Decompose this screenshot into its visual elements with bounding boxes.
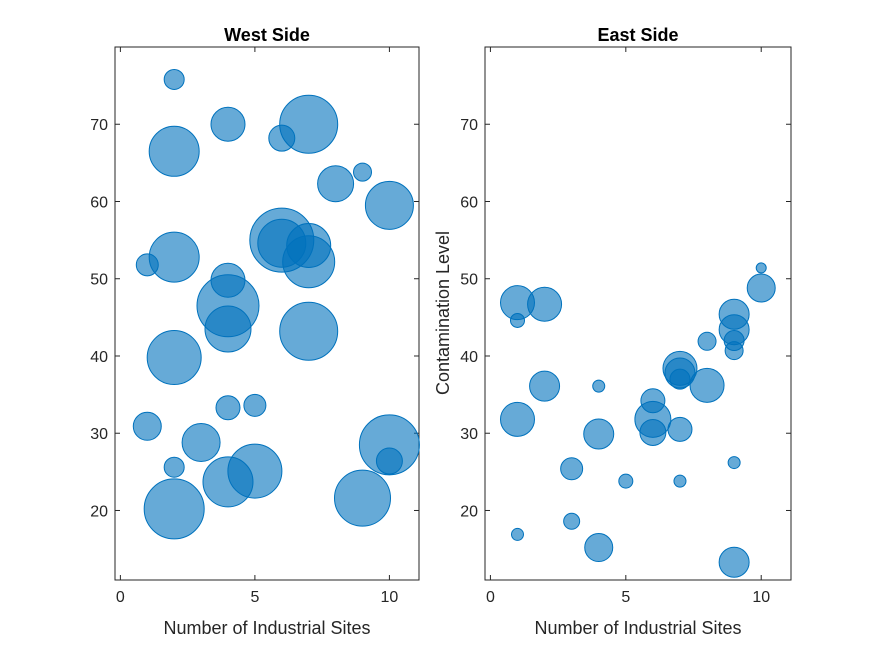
east-x-axis-label: Number of Industrial Sites: [534, 618, 741, 638]
east-bubble: [639, 418, 667, 446]
west-bubble: [132, 411, 162, 441]
west-y-tick-label: 20: [90, 503, 108, 520]
east-bubble: [509, 312, 525, 328]
west-y-tick-label: 50: [90, 272, 108, 289]
west-bubble: [268, 124, 296, 152]
west-ticks: 0 5 10 20 30 40 50 60 70: [90, 47, 419, 606]
west-bubble: [163, 68, 185, 90]
east-bubble: [669, 368, 691, 390]
east-chart-title: East Side: [597, 25, 678, 45]
east-panel: East Side Number of Industrial Sites Con…: [433, 25, 792, 638]
east-ticks: 0 5 10 20 30 40 50 60 70: [460, 47, 791, 606]
west-bubble: [202, 456, 254, 508]
east-bubble: [529, 370, 561, 402]
east-y-tick-label: 40: [460, 349, 478, 366]
east-bubble: [563, 512, 581, 530]
west-bubble: [279, 301, 339, 361]
east-bubble: [584, 533, 614, 563]
east-bubble: [746, 273, 776, 303]
west-y-tick-label: 60: [90, 194, 108, 211]
east-bubble: [697, 331, 717, 351]
east-bubble: [667, 416, 693, 442]
east-y-tick-label: 50: [460, 272, 478, 289]
east-y-axis-label: Contamination Level: [433, 231, 453, 395]
west-bubble: [353, 162, 373, 182]
west-bubbles: [132, 68, 420, 540]
west-y-tick-label: 70: [90, 117, 108, 134]
west-x-tick-label: 5: [250, 589, 259, 606]
west-bubble: [148, 125, 200, 177]
west-bubble: [215, 395, 241, 421]
west-x-axis-label: Number of Industrial Sites: [163, 618, 370, 638]
east-y-tick-label: 60: [460, 194, 478, 211]
east-bubble: [640, 388, 666, 414]
west-bubble: [375, 447, 403, 475]
west-panel: West Side Number of Industrial Sites 0 5 1…: [90, 25, 420, 638]
west-x-tick-label: 10: [381, 589, 399, 606]
east-bubble: [527, 286, 563, 322]
west-bubble: [364, 180, 414, 230]
west-bubble: [210, 106, 246, 142]
east-bubble: [618, 473, 634, 489]
west-bubble: [317, 165, 355, 203]
east-bubble: [718, 546, 750, 578]
east-bubbles: [499, 262, 776, 578]
east-bubble: [755, 262, 767, 274]
east-bubble: [499, 401, 535, 437]
west-bubble: [210, 262, 246, 298]
west-x-tick-label: 0: [116, 589, 125, 606]
east-bubble: [689, 367, 725, 403]
east-x-tick-label: 5: [621, 589, 630, 606]
west-bubble: [146, 330, 202, 386]
west-bubble: [181, 423, 221, 463]
east-bubble: [592, 379, 606, 393]
west-y-tick-label: 30: [90, 426, 108, 443]
west-bubble: [204, 305, 252, 353]
east-y-tick-label: 30: [460, 426, 478, 443]
west-bubble: [358, 414, 420, 476]
west-bubble: [135, 253, 159, 277]
east-y-tick-label: 70: [460, 117, 478, 134]
east-x-tick-label: 10: [752, 589, 770, 606]
west-bubble: [143, 478, 205, 540]
east-x-tick-label: 0: [486, 589, 495, 606]
east-bubble: [724, 341, 744, 361]
east-bubble: [673, 474, 687, 488]
west-bubble: [286, 223, 332, 269]
west-bubble: [243, 393, 267, 417]
west-bubble: [334, 469, 392, 527]
west-y-tick-label: 40: [90, 349, 108, 366]
east-bubble: [510, 527, 524, 541]
east-bubble: [560, 457, 584, 481]
west-chart-title: West Side: [224, 25, 310, 45]
east-y-tick-label: 20: [460, 503, 478, 520]
east-bubble: [583, 418, 615, 450]
east-bubble: [727, 456, 741, 470]
west-bubble: [163, 456, 185, 478]
west-bubble: [148, 231, 200, 283]
